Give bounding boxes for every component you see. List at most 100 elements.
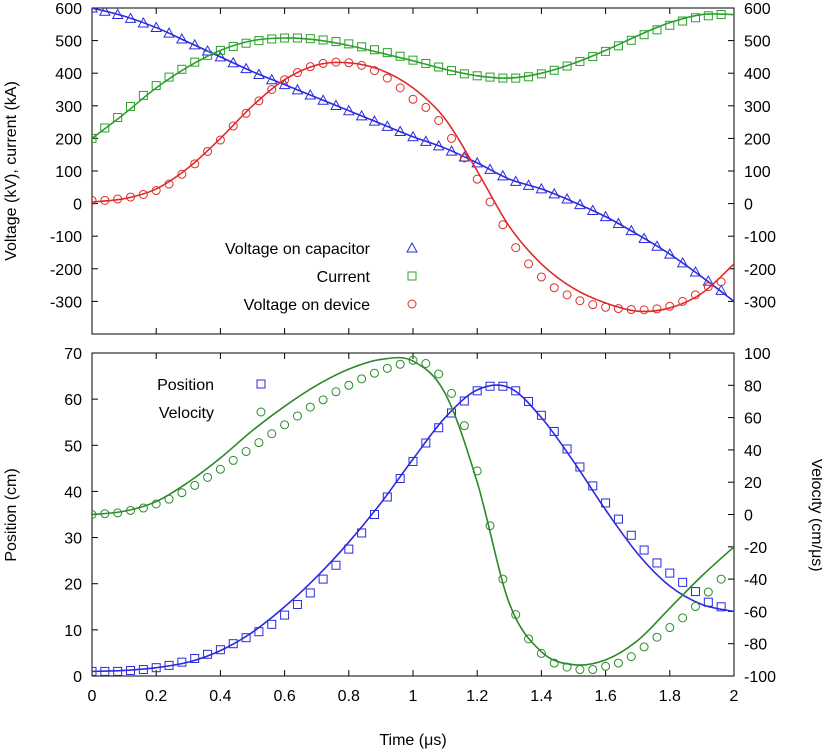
top-data-point: [190, 159, 200, 169]
top-data-point: [280, 33, 290, 43]
top-data-point: [292, 68, 302, 78]
bottom-data-point: [447, 388, 457, 398]
bottom-data-point: [357, 528, 367, 538]
top-data-point: [395, 83, 405, 93]
bottom-data-point: [164, 660, 174, 670]
top-y2-tick-label: 200: [744, 131, 771, 148]
top-data-point: [471, 156, 484, 168]
bottom-data-point: [318, 395, 328, 405]
top-data-point: [408, 55, 418, 65]
top-panel: 600 500 400 300 200 100 0 -100 -200 -300 600 500 400…: [50, 1, 776, 335]
top-data-point: [137, 16, 150, 28]
top-data-point: [445, 145, 458, 156]
top-data-point: [472, 174, 482, 184]
bottom-data-point: [215, 464, 225, 474]
top-legend-label: Voltage on capacitor: [225, 241, 371, 258]
top-data-point: [613, 41, 623, 51]
top-data-point: [368, 115, 381, 126]
top-data-point: [447, 66, 457, 76]
bottom-data-point: [280, 610, 290, 620]
top-data-point: [498, 73, 508, 83]
top-data-point: [395, 51, 405, 61]
top-y2-tick-label: 600: [744, 1, 771, 18]
bottom-data-point: [421, 438, 431, 448]
top-series-1: [92, 10, 734, 143]
bottom-data-point: [241, 447, 251, 457]
top-data-point: [357, 42, 367, 52]
top-data-point: [575, 296, 585, 306]
bottom-x-tick-label: 1.8: [659, 688, 681, 705]
bottom-legend-marker: [256, 407, 266, 417]
bottom-data-point: [382, 363, 392, 373]
bottom-data-point: [485, 521, 495, 531]
top-data-point: [241, 38, 251, 48]
bottom-y2-tick-label: 60: [744, 411, 762, 428]
bottom-data-point: [511, 610, 521, 620]
top-data-point: [111, 8, 124, 20]
top-data-point: [652, 304, 662, 314]
bottom-y-tick-label: 40: [64, 484, 82, 501]
bottom-data-point: [703, 587, 713, 597]
top-data-point: [524, 259, 534, 269]
top-data-point: [678, 296, 688, 306]
top-data-point: [524, 72, 534, 82]
top-data-point: [484, 163, 496, 174]
top-data-point: [407, 130, 419, 142]
bottom-data-point: [459, 421, 469, 431]
bottom-data-point: [318, 574, 328, 584]
top-data-point: [215, 135, 225, 145]
top-data-point: [177, 64, 187, 74]
top-series-2: [92, 57, 734, 315]
top-data-point: [601, 46, 611, 56]
bottom-x-tick-label: 1.4: [530, 688, 552, 705]
top-data-point: [151, 81, 161, 91]
bottom-series-line: [92, 356, 734, 666]
bottom-data-point: [254, 627, 264, 637]
bottom-data-point: [652, 558, 662, 568]
top-data-point: [678, 16, 688, 26]
bottom-y2-tick-label: -100: [744, 669, 776, 686]
top-data-point: [432, 139, 445, 151]
top-data-point: [163, 27, 175, 38]
bottom-data-point: [92, 510, 97, 519]
bottom-data-point: [434, 423, 444, 433]
top-legend-marker: [406, 241, 418, 253]
top-data-point: [497, 169, 509, 181]
top-data-point: [291, 83, 304, 95]
top-data-point: [421, 102, 431, 112]
top-data-point: [382, 73, 392, 83]
top-data-point: [278, 78, 291, 90]
top-data-point: [201, 45, 214, 56]
top-data-point: [459, 153, 469, 163]
top-data-point: [253, 68, 265, 80]
top-data-point: [703, 282, 713, 292]
top-series-line: [92, 13, 734, 140]
top-data-point: [511, 73, 521, 83]
top-y-tick-label: 0: [73, 197, 82, 214]
bottom-data-point: [151, 663, 161, 673]
bottom-data-point: [678, 613, 688, 623]
bottom-y2-tick-label: -80: [744, 637, 767, 654]
top-data-point: [665, 301, 675, 311]
top-series-line: [92, 8, 734, 303]
top-data-point: [138, 90, 148, 100]
top-data-point: [498, 220, 508, 230]
top-data-point: [228, 121, 238, 131]
bottom-data-point: [639, 545, 649, 555]
bottom-series-line: [92, 384, 734, 673]
bottom-x-tick-label: 0.6: [273, 688, 295, 705]
top-data-point: [586, 204, 599, 215]
top-data-point: [625, 224, 638, 236]
bottom-data-point: [716, 574, 726, 584]
top-data-point: [665, 20, 675, 30]
top-y-tick-label: 300: [55, 99, 82, 116]
top-data-point: [381, 120, 394, 131]
bottom-data-point: [138, 503, 148, 513]
bottom-data-point: [652, 632, 662, 642]
bottom-x-tick-label: 0.8: [338, 688, 360, 705]
bottom-data-point: [524, 396, 534, 406]
bottom-data-point: [459, 396, 469, 406]
bottom-data-point: [472, 386, 482, 396]
bottom-data-point: [716, 602, 726, 612]
top-data-point: [190, 57, 200, 67]
